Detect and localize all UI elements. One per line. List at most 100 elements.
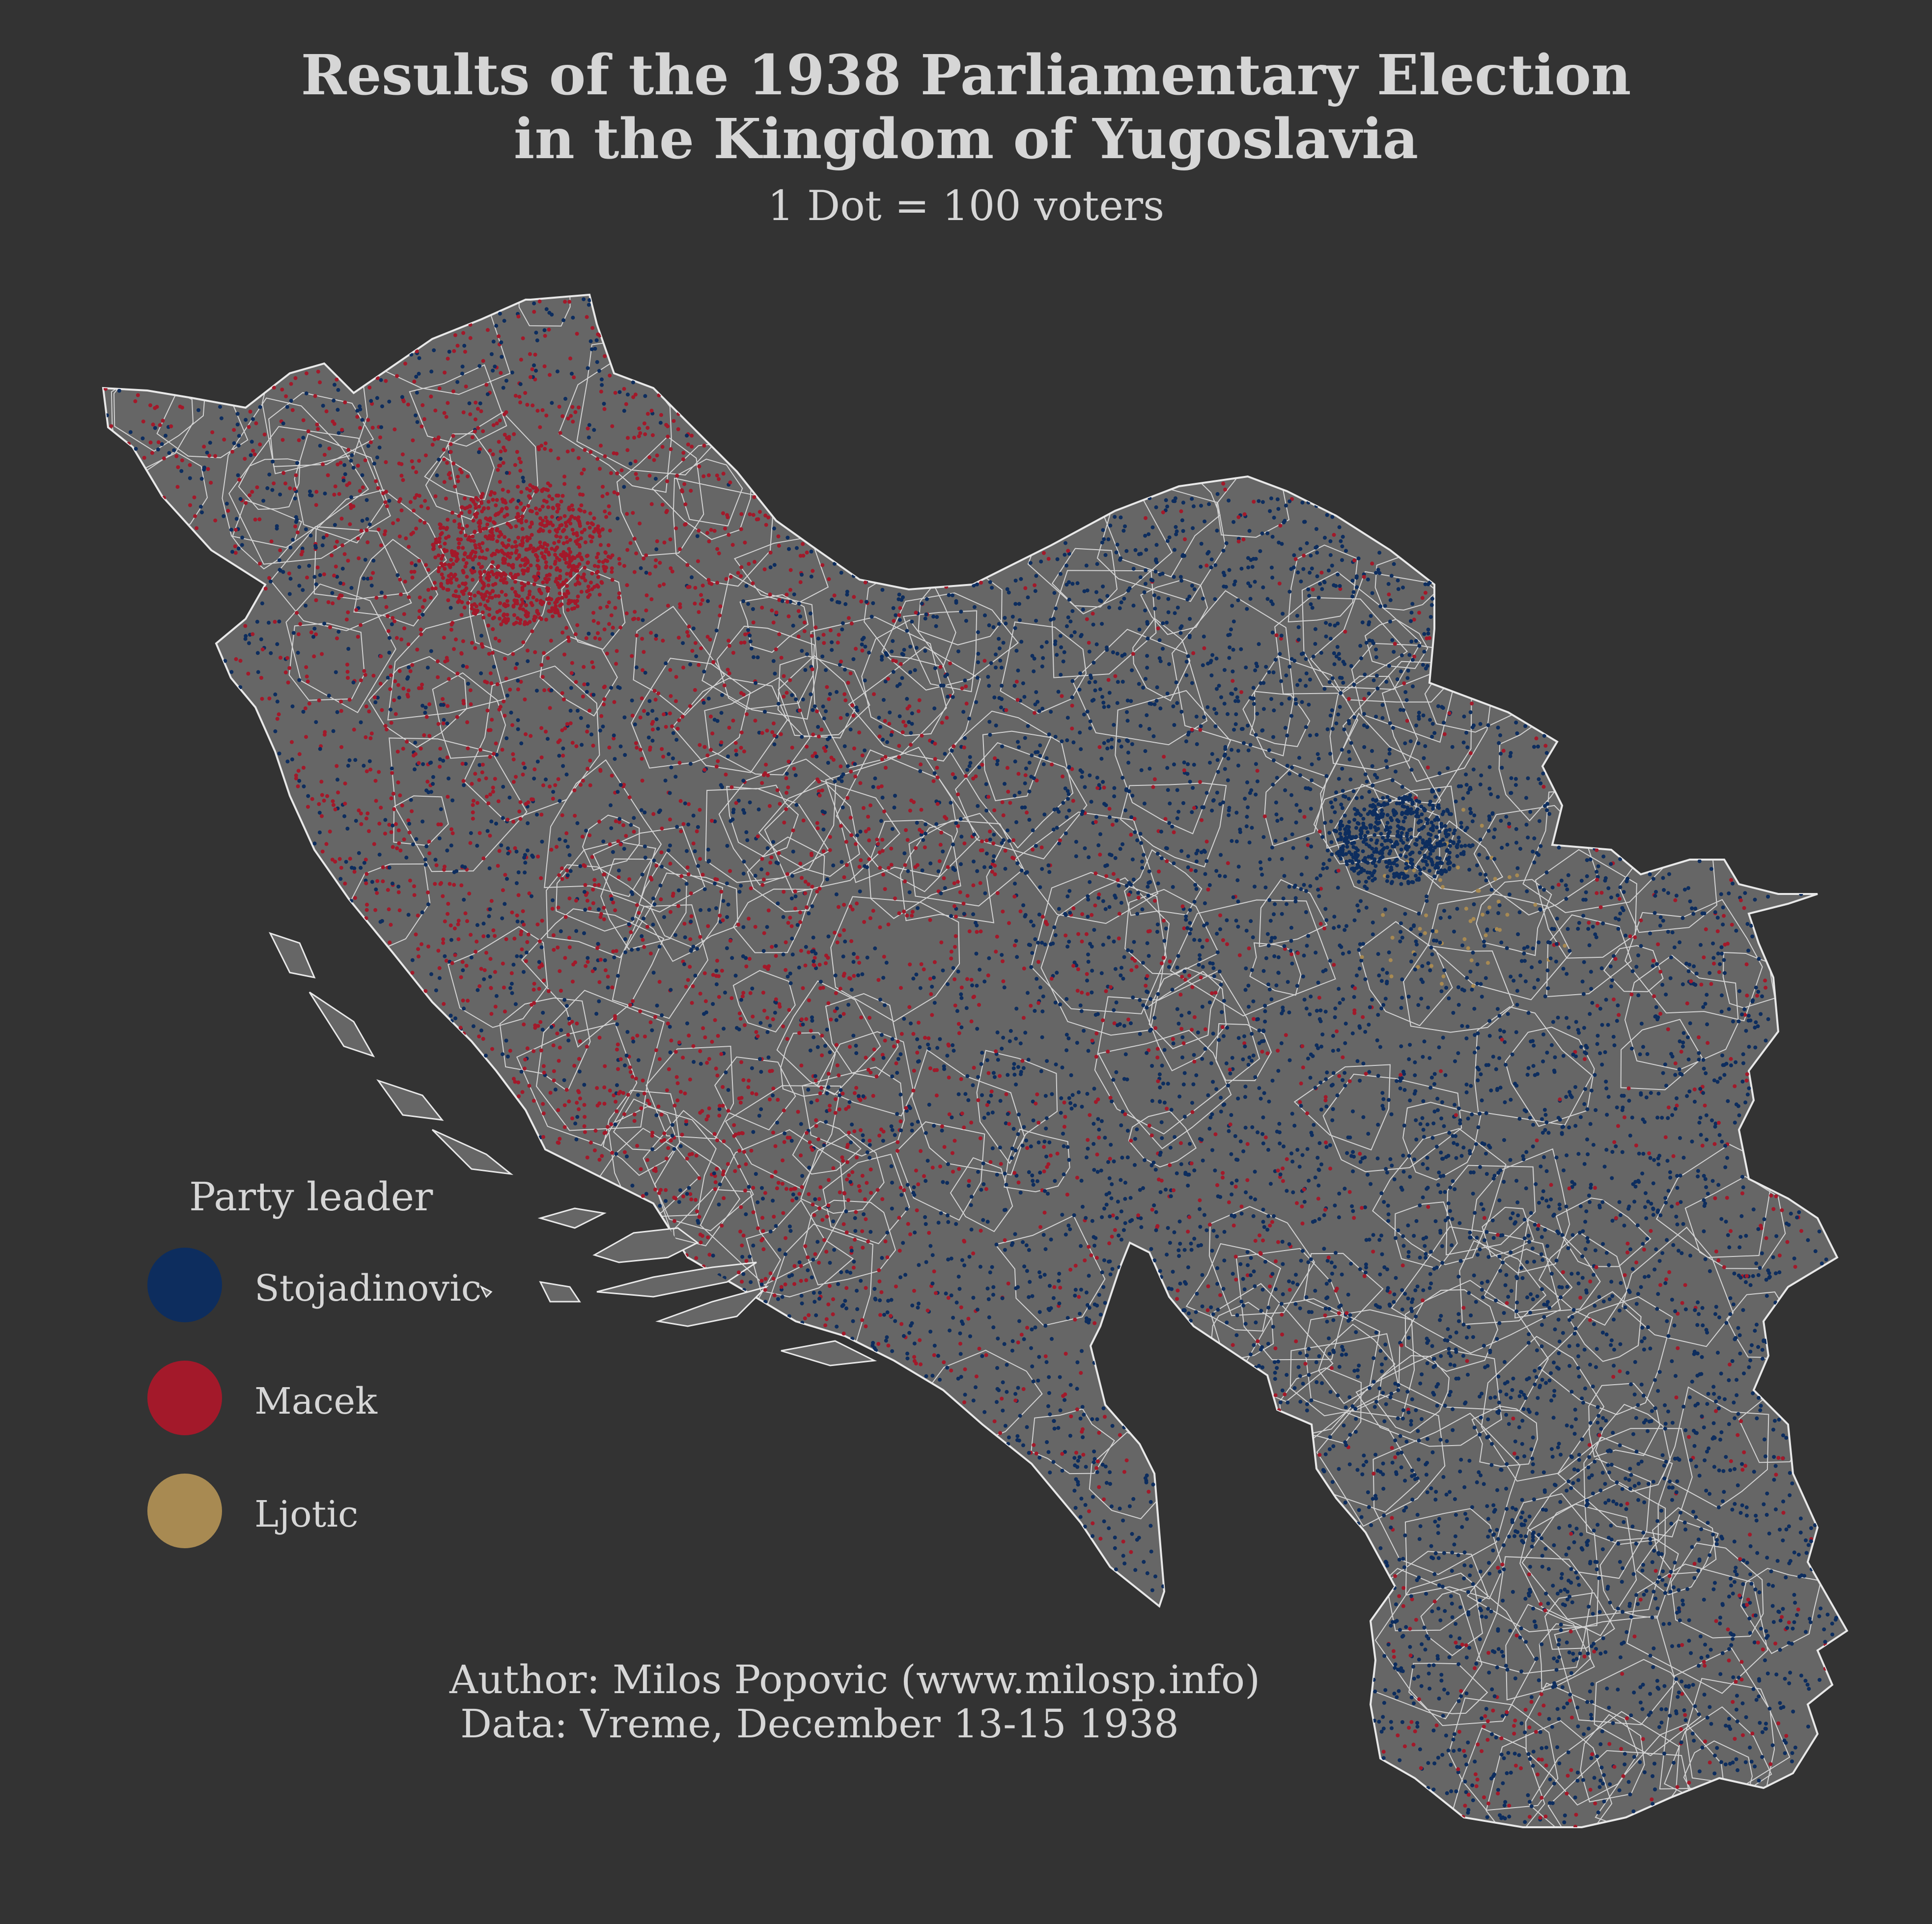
voter-dot <box>1257 1364 1261 1368</box>
voter-dot <box>1614 916 1618 920</box>
voter-dot <box>609 686 614 690</box>
voter-dot <box>399 508 404 513</box>
voter-dot <box>1287 697 1291 701</box>
voter-dot <box>777 544 781 548</box>
voter-dot <box>656 691 661 696</box>
voter-dot <box>1367 789 1372 794</box>
voter-dot <box>1069 1414 1073 1419</box>
voter-dot <box>398 793 402 798</box>
voter-dot <box>1735 1707 1738 1712</box>
voter-dot <box>935 775 940 780</box>
voter-dot <box>910 722 914 726</box>
voter-dot <box>597 369 601 373</box>
voter-dot <box>455 474 460 479</box>
voter-dot <box>848 727 853 732</box>
voter-dot <box>489 899 494 903</box>
voter-dot <box>488 671 493 675</box>
voter-dot <box>491 928 496 932</box>
voter-dot <box>1638 1597 1643 1602</box>
voter-dot <box>632 570 637 574</box>
voter-dot <box>668 668 672 672</box>
voter-dot <box>1790 1642 1794 1646</box>
voter-dot <box>1092 1168 1096 1172</box>
voter-dot <box>1629 1713 1633 1718</box>
district-border <box>1140 579 1208 635</box>
voter-dot <box>574 680 578 684</box>
voter-dot <box>1636 1403 1640 1407</box>
voter-dot <box>831 1166 836 1171</box>
voter-dot <box>881 1139 885 1143</box>
voter-dot <box>465 720 470 725</box>
voter-dot <box>748 800 752 805</box>
voter-dot <box>1610 1294 1615 1298</box>
voter-dot <box>1479 1202 1484 1206</box>
voter-dot <box>1507 1804 1512 1808</box>
voter-dot <box>128 430 133 434</box>
voter-dot <box>1265 597 1270 601</box>
voter-dot <box>1042 1145 1046 1149</box>
voter-dot <box>918 1338 922 1342</box>
voter-dot <box>1526 1066 1531 1070</box>
voter-dot <box>615 1022 619 1027</box>
voter-dot <box>1254 762 1258 766</box>
voter-dot <box>1044 1154 1048 1159</box>
voter-dot <box>1728 1363 1732 1366</box>
district-border <box>1293 1064 1391 1151</box>
voter-dot <box>910 914 914 918</box>
voter-dot <box>1576 926 1580 931</box>
voter-dot <box>535 409 540 413</box>
voter-dot <box>731 651 735 655</box>
voter-dot <box>1490 1687 1494 1692</box>
voter-dot <box>1475 981 1480 986</box>
voter-dot <box>1016 1180 1021 1185</box>
voter-dot <box>378 681 383 686</box>
voter-dot <box>1021 1443 1025 1448</box>
voter-dot <box>993 872 997 876</box>
voter-dot <box>753 873 757 878</box>
voter-dot <box>1708 1705 1712 1709</box>
voter-dot <box>495 753 499 757</box>
voter-dot <box>1218 927 1222 931</box>
voter-dot <box>792 1282 797 1286</box>
voter-dot <box>1180 1055 1184 1060</box>
voter-dot <box>903 879 907 884</box>
voter-dot <box>1124 884 1129 888</box>
voter-dot <box>213 454 218 458</box>
voter-dot <box>655 539 659 543</box>
voter-dot <box>1448 1490 1452 1494</box>
voter-dot <box>1434 1144 1439 1149</box>
voter-dot <box>1383 1356 1388 1361</box>
voter-dot <box>582 1083 587 1087</box>
voter-dot <box>851 1265 856 1270</box>
voter-dot <box>1129 833 1133 837</box>
voter-dot <box>482 968 487 973</box>
voter-dot <box>1407 1726 1411 1730</box>
voter-dot <box>1561 1331 1565 1335</box>
voter-dot <box>880 757 884 761</box>
voter-dot <box>487 866 492 870</box>
voter-dot <box>1272 1214 1276 1218</box>
voter-dot <box>1337 1365 1342 1369</box>
voter-dot <box>1257 642 1261 646</box>
voter-dot <box>851 714 856 718</box>
voter-dot <box>1113 967 1118 971</box>
voter-dot <box>947 1075 951 1080</box>
voter-dot <box>1441 837 1445 842</box>
voter-dot <box>898 662 903 666</box>
voter-dot <box>905 913 909 918</box>
voter-dot <box>1223 767 1227 771</box>
voter-dot <box>1327 1279 1332 1283</box>
voter-dot <box>1343 1041 1347 1045</box>
voter-dot <box>1259 681 1263 685</box>
voter-dot <box>443 370 447 375</box>
voter-dot <box>1183 977 1187 982</box>
voter-dot <box>462 343 467 348</box>
voter-dot <box>1595 891 1599 895</box>
voter-dot <box>998 1431 1002 1435</box>
voter-dot <box>760 1186 764 1190</box>
district-border <box>1329 675 1418 771</box>
voter-dot <box>660 445 665 449</box>
voter-dot <box>278 548 282 553</box>
voter-dot <box>765 846 770 850</box>
voter-dot <box>1675 1479 1680 1483</box>
